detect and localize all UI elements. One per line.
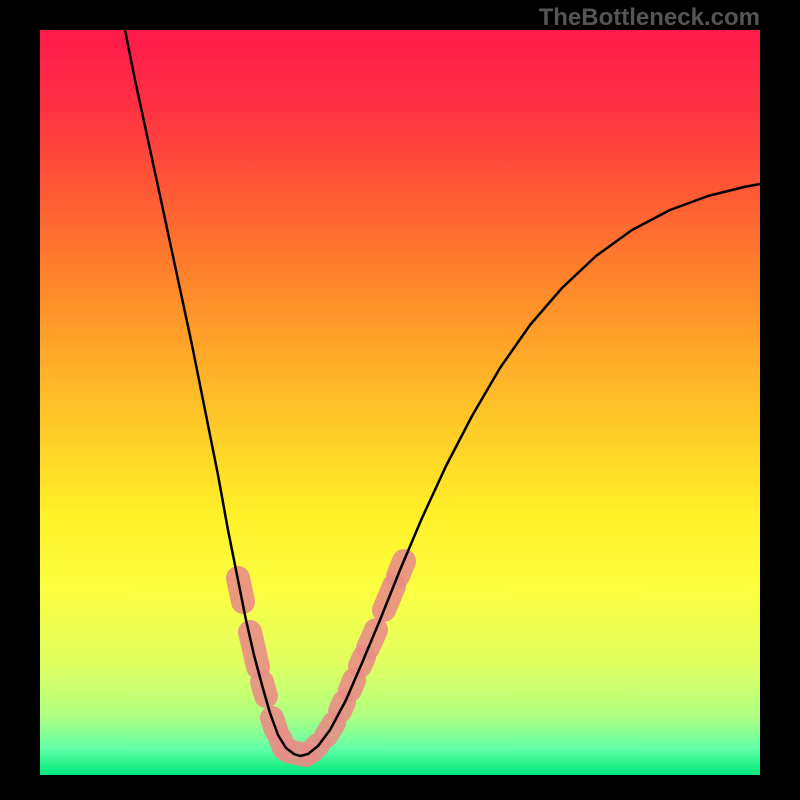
watermark-text: TheBottleneck.com: [539, 4, 760, 32]
markers-group: [238, 561, 404, 755]
bottleneck-curve: [125, 30, 760, 756]
curve-layer: [40, 30, 760, 775]
plot-area: [40, 30, 760, 775]
